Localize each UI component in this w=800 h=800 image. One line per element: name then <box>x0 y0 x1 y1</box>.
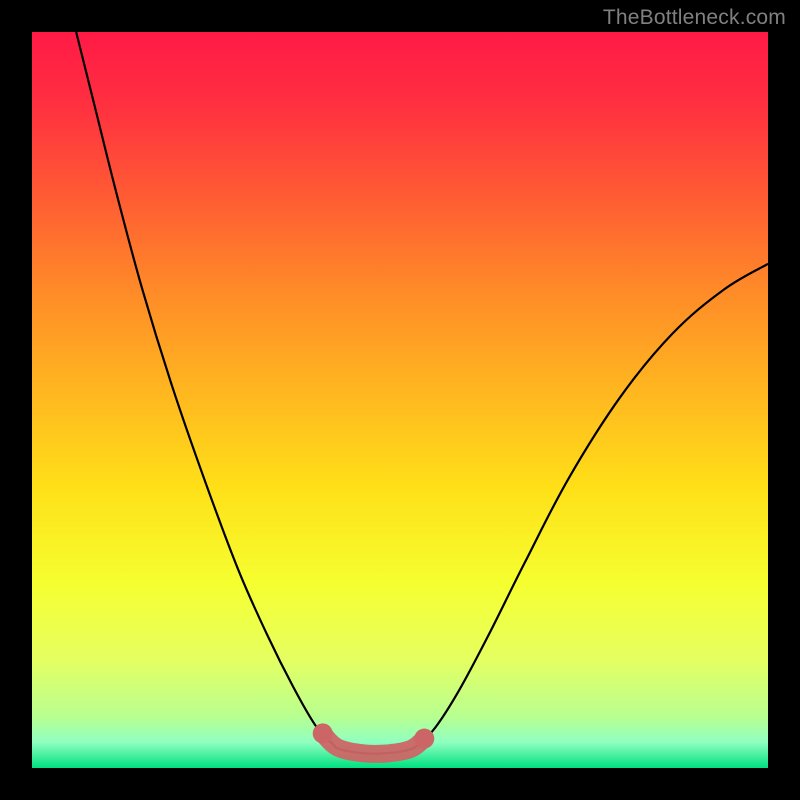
highlight-end-dot <box>414 729 434 749</box>
plot-area <box>32 32 768 768</box>
plot-svg <box>32 32 768 768</box>
highlight-start-dot <box>313 723 333 743</box>
watermark-text: TheBottleneck.com <box>603 6 786 30</box>
chart-frame: TheBottleneck.com <box>0 0 800 800</box>
gradient-background <box>32 32 768 768</box>
